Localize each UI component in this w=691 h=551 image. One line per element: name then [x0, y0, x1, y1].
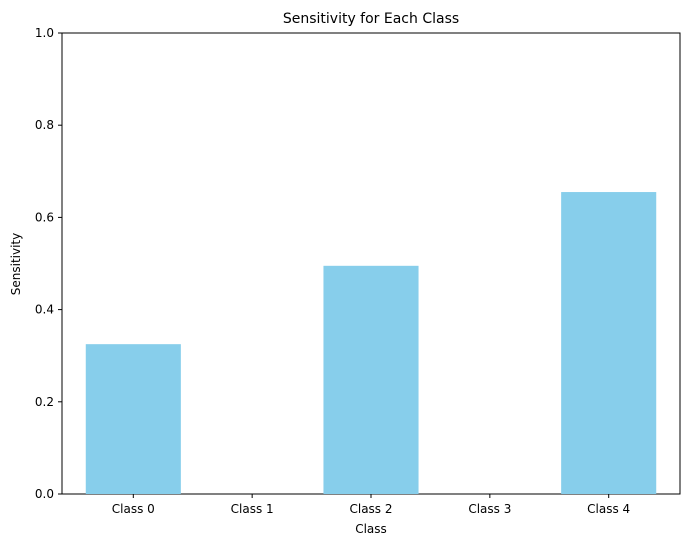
- y-tick-label: 1.0: [35, 26, 54, 40]
- x-tick-label: Class 3: [468, 502, 511, 516]
- bar-class-4: [561, 192, 657, 495]
- bar-class-2: [323, 265, 419, 494]
- y-axis-ticks: 0.0 0.2 0.4 0.6 0.8 1.0: [35, 26, 62, 501]
- y-axis-label: Sensitivity: [9, 233, 23, 295]
- chart-title: Sensitivity for Each Class: [283, 11, 459, 27]
- x-tick-label: Class 2: [349, 502, 392, 516]
- y-tick-label: 0.2: [35, 395, 54, 409]
- x-tick-label: Class 4: [587, 502, 630, 516]
- x-tick-label: Class 0: [112, 502, 155, 516]
- x-axis-label: Class: [355, 522, 387, 536]
- x-tick-label: Class 1: [231, 502, 274, 516]
- bar-class-0: [85, 344, 181, 494]
- y-tick-label: 0.8: [35, 118, 54, 132]
- y-tick-label: 0.6: [35, 210, 54, 224]
- y-tick-label: 0.4: [35, 303, 54, 317]
- y-tick-label: 0.0: [35, 487, 54, 501]
- bars-group: [85, 192, 657, 495]
- x-axis-ticks: Class 0 Class 1 Class 2 Class 3 Class 4: [112, 494, 630, 516]
